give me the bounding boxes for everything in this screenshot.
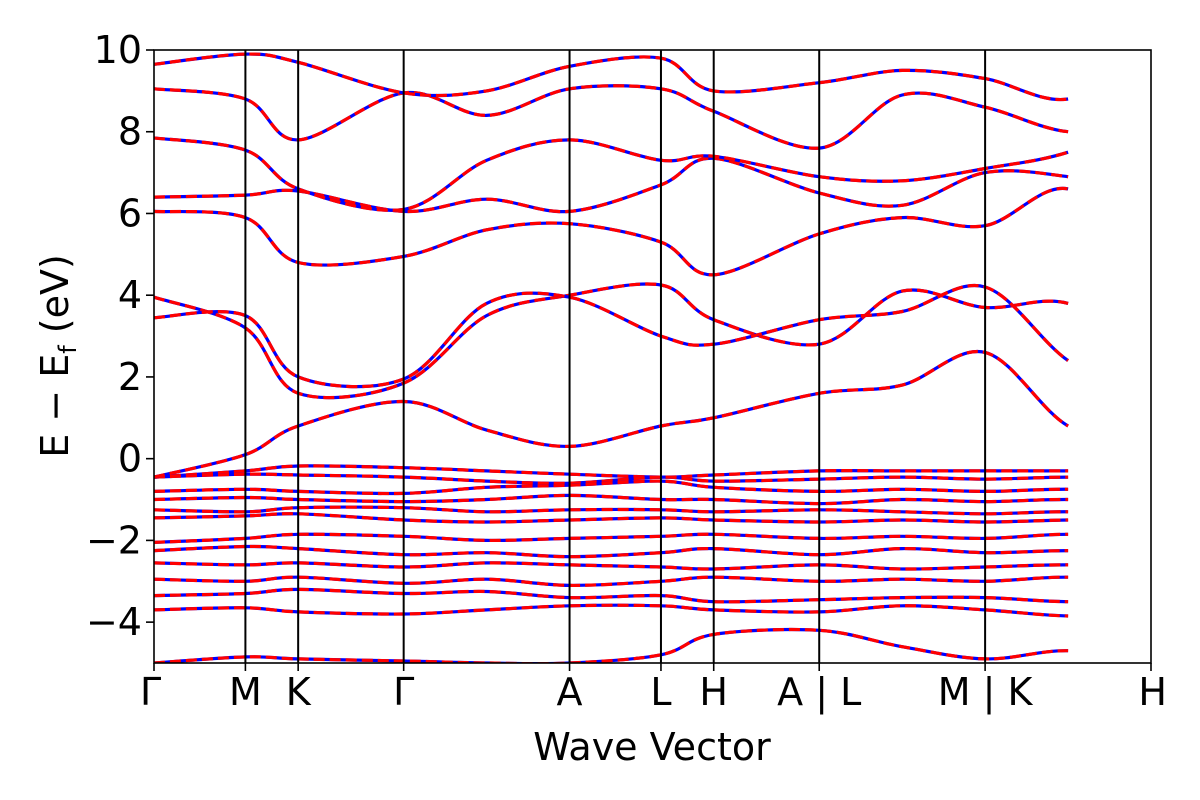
y-axis-title-suffix: (eV) bbox=[33, 254, 77, 345]
y-tick-label: −2 bbox=[86, 518, 142, 562]
band-15-red-line bbox=[154, 283, 1070, 389]
y-tick-label: 4 bbox=[118, 273, 142, 317]
x-tick-label: H bbox=[699, 670, 728, 714]
high-symmetry-lines bbox=[244, 50, 987, 663]
y-axis-ticks: −4 −2 0 2 4 6 8 10 bbox=[86, 28, 154, 644]
y-axis-title-subscript: f bbox=[54, 345, 82, 354]
x-tick-label: L bbox=[650, 670, 671, 714]
y-tick-label: −4 bbox=[86, 600, 142, 644]
y-tick-label: 0 bbox=[118, 437, 142, 481]
y-axis-title-main: E − E bbox=[33, 354, 77, 458]
x-tick-label: H bbox=[1138, 670, 1167, 714]
x-axis-title: Wave Vector bbox=[533, 725, 771, 769]
band-14-red-line bbox=[154, 282, 1069, 400]
band-18-red-line bbox=[154, 136, 1069, 212]
x-tick-label: M | K bbox=[938, 670, 1034, 715]
plot-background bbox=[154, 50, 1151, 663]
x-tick-label: Γ bbox=[393, 670, 414, 714]
x-tick-label: Γ bbox=[140, 670, 161, 714]
x-tick-label: A | L bbox=[777, 670, 861, 715]
x-tick-label: K bbox=[286, 670, 312, 714]
y-tick-label: 6 bbox=[118, 191, 142, 235]
band-19-red-line bbox=[154, 84, 1069, 150]
y-tick-label: 10 bbox=[94, 28, 142, 72]
plot-frame bbox=[153, 49, 1152, 664]
y-tick-label: 2 bbox=[118, 355, 142, 399]
band-16-red-line bbox=[154, 186, 1069, 277]
x-tick-label: M bbox=[229, 670, 262, 714]
x-tick-label: A bbox=[557, 670, 583, 714]
y-axis-title: E − Ef (eV) bbox=[33, 254, 82, 458]
y-tick-label: 8 bbox=[118, 110, 142, 154]
